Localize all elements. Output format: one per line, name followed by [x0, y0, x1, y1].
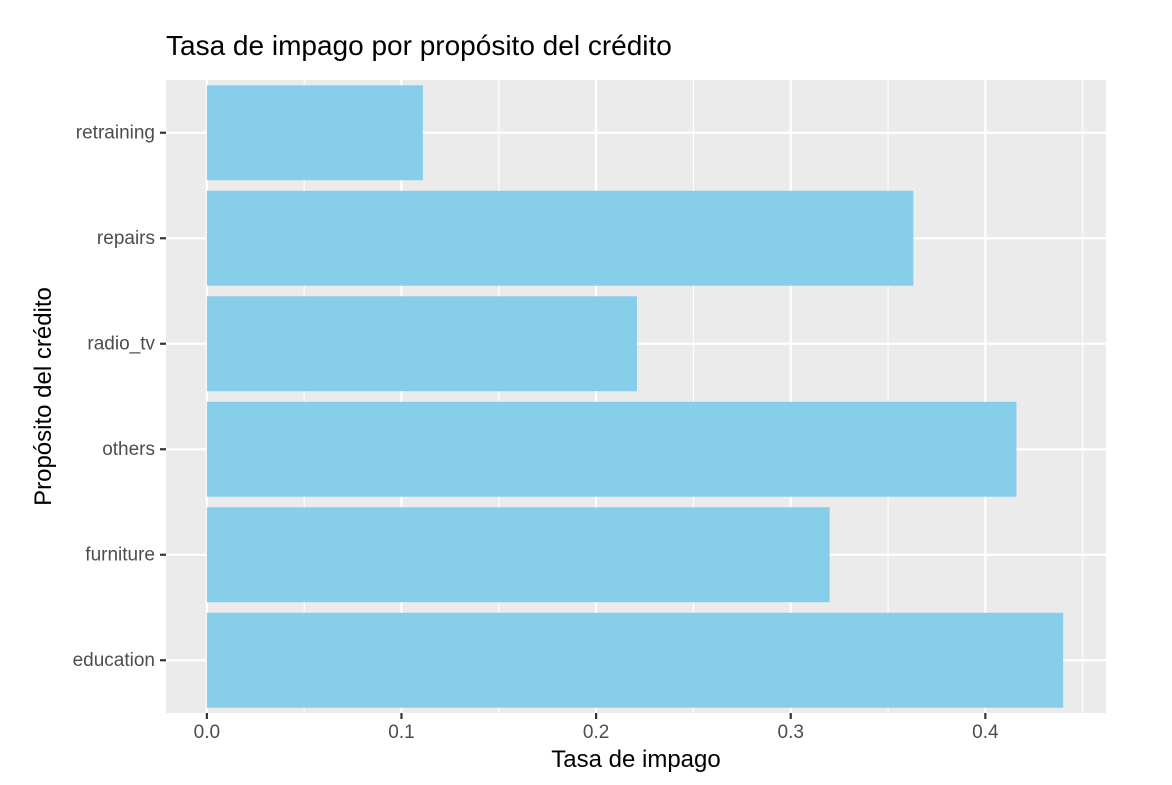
y-tick-label: furniture	[85, 544, 155, 565]
x-tick-label: 0.3	[778, 722, 804, 743]
y-tick-label: retraining	[76, 122, 155, 143]
y-tick-label: others	[102, 439, 155, 460]
x-tick-label: 0.1	[388, 722, 414, 743]
bar-repairs	[206, 190, 914, 286]
bar-radio_tv	[206, 296, 637, 392]
y-tick-label: education	[73, 650, 155, 671]
x-tick-label: 0.4	[972, 722, 999, 743]
bar-retraining	[206, 85, 423, 181]
bar-others	[206, 401, 1017, 497]
minor-gridlines	[303, 80, 1084, 713]
bar-furniture	[206, 507, 830, 603]
bar-education	[206, 612, 1064, 708]
bars	[206, 85, 1064, 708]
y-axis: education furniture others radio_tv repairs r…	[73, 122, 166, 671]
plot-panel	[166, 80, 1106, 713]
x-axis: 0.0 0.1 0.2 0.3 0.4	[194, 713, 999, 743]
x-tick-label: 0.0	[194, 722, 220, 743]
y-tick-label: radio_tv	[87, 333, 155, 354]
y-tick-label: repairs	[97, 228, 155, 249]
y-axis-title: Propósito del crédito	[30, 287, 57, 506]
chart-title: Tasa de impago por propósito del crédito	[166, 30, 672, 61]
x-tick-label: 0.2	[583, 722, 609, 743]
x-axis-title: Tasa de impago	[551, 746, 720, 773]
